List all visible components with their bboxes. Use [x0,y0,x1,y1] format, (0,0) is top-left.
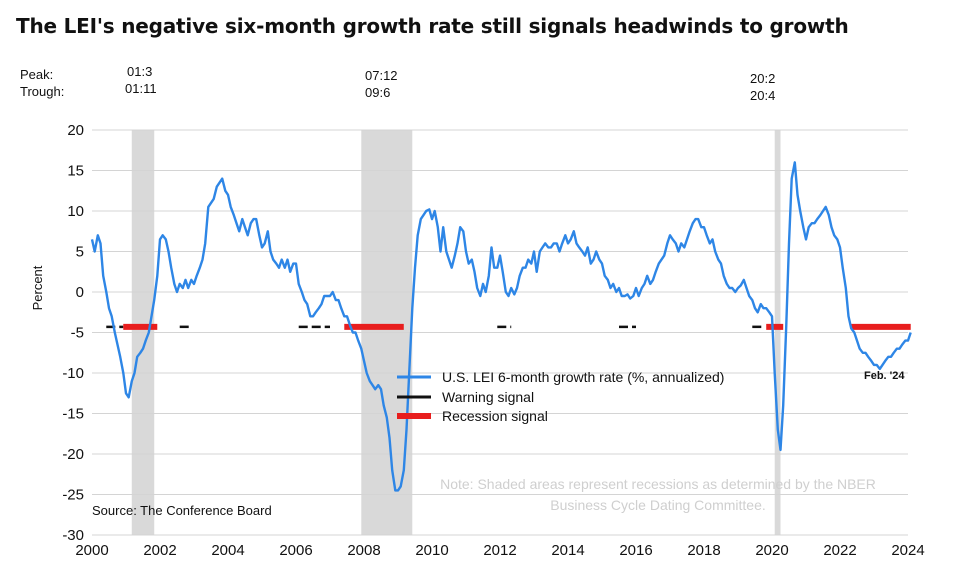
chart-title: The LEI's negative six-month growth rate… [16,14,849,38]
legend-label-warning: Warning signal [442,389,534,405]
x-tick-label: 2002 [143,542,176,559]
x-tick-label: 2014 [551,542,584,559]
x-tick-label: 2022 [823,542,856,559]
y-tick-label: -20 [62,446,84,463]
recession-note: Note: Shaded areas represent recessions … [440,476,876,513]
y-tick-label: 20 [67,122,84,139]
y-tick-label: -5 [71,325,84,342]
source-label: Source: The Conference Board [92,503,272,518]
lei-growth-line [90,161,912,492]
latest-value-annotation: Feb. '24 [864,370,905,382]
y-axis-label: Percent [30,265,45,310]
x-tick-label: 2012 [483,542,516,559]
y-tick-label: -25 [62,487,84,504]
recession-trough-label: 09:6 [365,85,391,100]
x-tick-label: 2004 [211,542,244,559]
y-tick-label: -10 [62,365,84,382]
recession-peak-label: 01:3 [127,64,153,79]
recession-trough-label: 20:4 [750,88,776,103]
x-tick-label: 2000 [75,542,108,559]
peak-label: Peak: [20,67,54,82]
legend-label-recession: Recession signal [442,408,548,424]
trough-label: Trough: [20,84,65,99]
x-tick-label: 2020 [755,542,788,559]
legend-label-lei: U.S. LEI 6-month growth rate (%, annuali… [442,369,724,385]
y-tick-label: 5 [76,244,84,261]
recession-peak-label: 20:2 [750,71,776,86]
x-tick-label: 2016 [619,542,652,559]
y-tick-label: -30 [62,527,84,544]
y-tick-label: -15 [62,406,84,423]
x-tick-label: 2024 [891,542,924,559]
y-tick-label: 0 [76,284,84,301]
recession-peak-label: 07:12 [365,68,398,83]
x-tick-label: 2010 [415,542,448,559]
x-tick-label: 2008 [347,542,380,559]
x-tick-label: 2018 [687,542,720,559]
recession-trough-label: 01:11 [125,81,157,96]
y-tick-label: 15 [67,163,84,180]
x-tick-label: 2006 [279,542,312,559]
y-tick-label: 10 [67,203,84,220]
